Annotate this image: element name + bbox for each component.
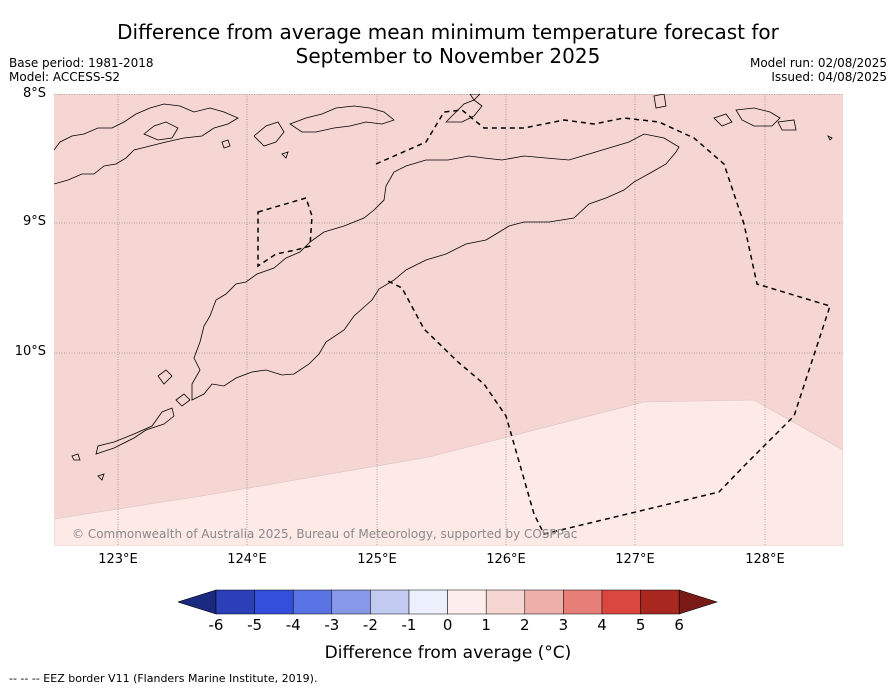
lat-label-8s: 8°S xyxy=(22,86,46,101)
colorbar-segment xyxy=(331,589,371,615)
atauro-island xyxy=(469,94,481,101)
roti-island xyxy=(175,393,191,407)
colorbar-extend-high xyxy=(678,589,718,615)
pantar-island xyxy=(253,121,285,147)
colorbar-tick-label: 2 xyxy=(520,616,530,634)
eez-oecusse xyxy=(257,197,313,268)
base-info: Base period: 1981-2018 Model: ACCESS-S2 xyxy=(9,56,154,84)
eez-border xyxy=(257,109,831,535)
title-line-1: Difference from average mean minimum tem… xyxy=(117,20,779,44)
colorbar-tick-label: -1 xyxy=(401,616,417,634)
lakor-island xyxy=(777,119,797,131)
model-run-text: Model run: 02/08/2025 xyxy=(749,56,887,70)
small-island-3 xyxy=(827,135,833,141)
map-title: Difference from average mean minimum tem… xyxy=(0,20,896,68)
moa-island xyxy=(735,107,781,127)
colorbar xyxy=(178,589,718,615)
lon-label-127e: 127°E xyxy=(615,552,655,567)
alor-island xyxy=(289,105,395,133)
map-svg xyxy=(54,94,843,546)
title-line-2: September to November 2025 xyxy=(295,44,601,68)
colorbar-tick-label: 5 xyxy=(635,616,646,634)
colorbar-tick-label: -4 xyxy=(285,616,301,634)
timor-island xyxy=(191,133,680,401)
run-info: Model run: 02/08/2025 Issued: 04/08/2025 xyxy=(750,56,887,84)
raijua-island xyxy=(71,453,81,461)
colorbar-segment xyxy=(370,589,410,615)
colorbar-segment xyxy=(563,589,603,615)
colorbar-segment xyxy=(601,589,641,615)
colorbar-segment xyxy=(215,589,255,615)
sawu-island xyxy=(95,407,175,455)
colorbar-segment xyxy=(524,589,564,615)
lon-label-125e: 125°E xyxy=(357,552,397,567)
colorbar-tick-label: -3 xyxy=(324,616,340,634)
colorbar-segment xyxy=(408,589,448,615)
lon-label-126e: 126°E xyxy=(486,552,526,567)
colorbar-label: Difference from average (°C) xyxy=(324,643,572,663)
colorbar-segment xyxy=(447,589,487,615)
issued-text: Issued: 04/08/2025 xyxy=(771,70,887,84)
map-panel xyxy=(54,94,843,546)
lon-label-124e: 124°E xyxy=(227,552,267,567)
copyright-text: © Commonwealth of Australia 2025, Bureau… xyxy=(72,527,578,541)
colorbar-extend-low xyxy=(178,589,217,615)
eez-legend-note: -- -- -- EEZ border V11 (Flanders Marine… xyxy=(9,672,318,685)
lembata-island xyxy=(143,121,179,141)
coastlines xyxy=(54,94,833,481)
flores-coast xyxy=(54,103,239,185)
model-text: Model: ACCESS-S2 xyxy=(9,70,121,84)
colorbar-tick-label: -2 xyxy=(362,616,378,634)
colorbar-tick-label: 0 xyxy=(442,616,453,634)
colorbar-segment xyxy=(254,589,294,615)
colorbar-segment xyxy=(640,589,680,615)
colorbar-tick-label: 3 xyxy=(558,616,569,634)
small-island-2 xyxy=(281,151,289,159)
lon-label-123e: 123°E xyxy=(98,552,138,567)
anomaly-fill-0-1 xyxy=(54,399,843,546)
kisar-island xyxy=(653,94,667,109)
ndana-island xyxy=(97,473,105,481)
colorbar-tick-label: -6 xyxy=(208,616,224,634)
lat-label-9s: 9°S xyxy=(22,214,46,229)
base-period-text: Base period: 1981-2018 xyxy=(9,56,154,70)
lon-label-128e: 128°E xyxy=(745,552,785,567)
semau-island xyxy=(157,369,173,385)
colorbar-tick-label: 4 xyxy=(597,616,607,634)
colorbar-segment xyxy=(485,589,526,615)
colorbar-tick-label: 1 xyxy=(481,616,491,634)
colorbar-tick-label: 6 xyxy=(674,616,684,634)
colorbar-tick-label: -5 xyxy=(247,616,263,634)
lat-label-10s: 10°S xyxy=(14,344,46,359)
graticule xyxy=(54,94,843,546)
leti-island xyxy=(713,113,733,127)
colorbar-segment xyxy=(292,589,333,615)
small-island-1 xyxy=(221,139,231,149)
